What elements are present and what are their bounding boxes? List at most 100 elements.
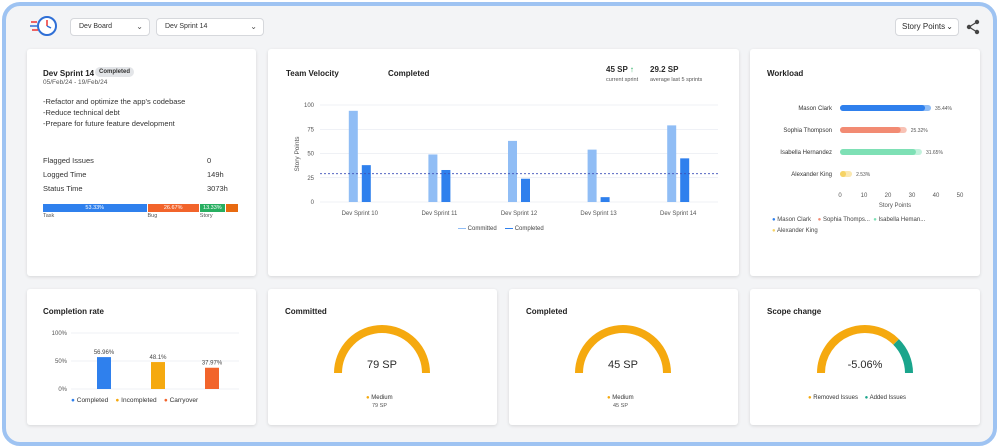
share-icon[interactable] [965,18,981,36]
bar-completed [600,197,610,202]
workload-chart: Mason Clark 35.44% Sophia Thompson 25.32% Is… [780,105,964,209]
legend-committed: Committed [467,226,497,232]
bar-committed [428,154,438,202]
completion-rate-card: Completion rate 0% 50% 100% 56.96% 48.1% 37.9… [27,289,256,425]
sprint-select[interactable]: Dev Sprint 14 ⌄ [156,18,264,36]
bar-value-label: 48.1% [149,355,167,361]
committed-card: Committed 79 SP ● Medium 79 SP [268,289,497,425]
x-tick-label: Dev Sprint 12 [501,211,538,217]
bar-completed [680,158,690,202]
completed-card: Completed 45 SP ● Medium 45 SP [509,289,738,425]
stat-label: Flagged Issues [43,156,94,165]
goal-item: -Prepare for future feature development [43,119,175,128]
bar-completed [441,169,451,202]
completed-title: Completed [526,307,568,316]
current-sprint-value: 45 SP ↑ [606,65,634,74]
velocity-subtitle: Completed [388,69,430,78]
completed-legend-value: 45 SP [613,403,628,409]
team-velocity-card: Team Velocity Completed 45 SP ↑ current … [268,49,739,276]
y-tick-label: 100% [52,331,68,337]
y-tick-label: 0 [311,200,315,206]
workload-name: Isabella Hernandez [780,150,832,156]
sprint-select-value: Dev Sprint 14 [165,23,208,30]
x-tick-label: 0 [838,193,842,199]
legend-label: Mason Clark [777,217,811,223]
committed-legend: ● Medium [366,395,393,401]
issue-type-breakdown-bar: 53.33% Task 26.67% Bug 13.33% Story [43,204,239,222]
legend-label: Incompleted [121,397,157,404]
workload-bar [840,127,901,133]
stat-status-time: Status Time 3073h [43,184,228,193]
chevron-down-icon: ⌄ [946,22,953,31]
legend-dot-icon: ● [808,395,812,401]
goal-item: -Reduce technical debt [43,108,120,117]
x-tick-label: 10 [861,193,868,199]
x-tick-label: Dev Sprint 14 [660,211,697,217]
x-tick-label: 30 [909,193,916,199]
legend-label: Medium [612,395,634,401]
legend-item: ● Alexander King [772,228,818,234]
legend-label: Removed Issues [813,395,858,401]
legend-item: ● Sophia Thomps... [817,217,870,223]
stat-value: 0 [207,156,212,165]
y-tick-label: 75 [307,127,314,133]
scope-center-value: -5.06% [847,359,883,371]
breakdown-label: Task [43,213,55,219]
committed-legend-value: 79 SP [372,403,387,409]
bar-committed [587,149,597,202]
bar-value-label: 56.96% [94,350,115,356]
legend-item: ● Mason Clark [772,217,811,223]
velocity-legend: Committed Completed [458,226,544,232]
top-bar: Dev Board ⌄ Dev Sprint 14 ⌄ Story Points… [6,6,993,44]
legend-dot-icon: ● [607,395,611,401]
workload-bar [840,105,926,111]
legend-dot-icon: ● [115,397,120,404]
completed-legend: ● Medium [607,395,634,401]
completion-bar [97,357,111,389]
breakdown-segment: 26.67% [147,204,199,212]
goal-item: -Refactor and optimize the app's codebas… [43,97,186,106]
sprint-goals: -Refactor and optimize the app's codebas… [43,96,185,129]
x-tick-label: Dev Sprint 13 [580,211,617,217]
completion-legend: ● Completed ● Incompleted ● Carryover [71,397,198,404]
committed-center-value: 79 SP [367,359,397,371]
y-axis-label: Story Points [294,136,301,172]
committed-gauge [334,325,430,374]
completed-center-value: 45 SP [608,359,638,371]
metric-select-value: Story Points [902,22,946,31]
completion-bar [151,362,165,389]
completion-chart: 0% 50% 100% 56.96% 48.1% 37.97% [52,331,239,393]
breakdown-segment [225,204,238,212]
current-sp: 45 SP [606,65,628,74]
workload-pct-label: 35.44% [935,106,953,112]
legend-label: Carryover [169,397,199,404]
legend-dot-icon: ● [366,395,370,401]
gauge-arc-removed [817,325,899,374]
completion-bar [205,367,219,389]
legend-item: ● Isabella Heman... [873,217,926,223]
legend-label: Added Issues [869,395,906,401]
y-tick-label: 25 [307,176,314,182]
clock-logo-icon [30,16,57,36]
chevron-down-icon: ⌄ [136,22,143,31]
workload-pct-label: 31.65% [926,150,944,156]
stat-flagged-issues: Flagged Issues 0 [43,156,213,165]
x-tick-label: Dev Sprint 11 [421,211,458,217]
legend-label: Completed [76,397,109,404]
workload-name: Alexander King [791,172,832,178]
average-label: average last 5 sprints [650,77,703,83]
workload-name: Mason Clark [798,106,833,112]
arrow-up-icon: ↑ [629,65,634,74]
workload-card: Workload Mason Clark 35.44% Sophia Thompso… [750,49,980,276]
gauge-arc [575,325,671,374]
velocity-title: Team Velocity [286,69,339,78]
stat-logged-time: Logged Time 149h [43,170,224,179]
board-select[interactable]: Dev Board ⌄ [70,18,150,36]
metric-select[interactable]: Story Points ⌄ [895,18,959,36]
committed-title: Committed [285,307,327,316]
breakdown-segment: 53.33% [43,204,147,212]
sprint-dates: 05/Feb/24 - 19/Feb/24 [43,79,108,86]
legend-label: Isabella Heman... [878,217,926,223]
workload-pct-label: 25.32% [911,128,929,134]
